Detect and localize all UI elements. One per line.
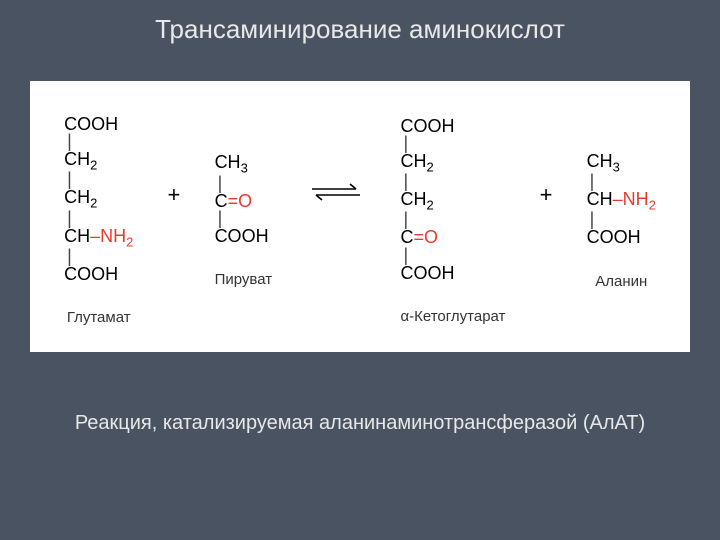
slide-caption: Реакция, катализируемая аланинаминотранс…: [0, 412, 720, 435]
bond: |: [400, 251, 408, 260]
mol-line: COOH: [400, 113, 454, 139]
bond: |: [400, 139, 408, 148]
plus-operator: +: [168, 182, 181, 208]
bond: |: [400, 177, 408, 186]
equilibrium-arrow-icon: [308, 180, 364, 209]
bond: |: [587, 177, 595, 186]
molecule-name: Аланин: [595, 273, 647, 290]
mol-line: CH–NH2: [587, 186, 656, 215]
bond: |: [64, 175, 72, 184]
molecule-pyruvate: CH3 | C=O | COOH Пируват: [215, 149, 273, 288]
mol-line: COOH: [64, 261, 118, 287]
molecule-name: Глутамат: [67, 309, 131, 326]
bond: |: [400, 215, 408, 224]
reaction-panel: COOH | CH2 | CH2 | CH–NH2 | COOH Глутама…: [30, 81, 690, 352]
mol-line: COOH: [400, 260, 454, 286]
mol-line: COOH: [587, 224, 641, 250]
mol-line: COOH: [64, 111, 118, 137]
bond: |: [64, 252, 72, 261]
bond: |: [64, 214, 72, 223]
bond: |: [587, 215, 595, 224]
molecule-ketoglutarate: COOH | CH2 | CH2 | C=O | COOH α-Кетоглут…: [400, 113, 505, 325]
slide-title: Трансаминирование аминокислот: [0, 0, 720, 45]
molecule-name: α-Кетоглутарат: [400, 308, 505, 325]
molecule-name: Пируват: [215, 271, 273, 288]
bond: |: [64, 137, 72, 146]
plus-operator: +: [540, 182, 553, 208]
bond: |: [215, 179, 223, 188]
molecule-glutamate: COOH | CH2 | CH2 | CH–NH2 | COOH Глутама…: [64, 111, 133, 326]
mol-line: COOH: [215, 223, 269, 249]
molecule-alanine: CH3 | CH–NH2 | COOH Аланин: [587, 148, 656, 290]
bond: |: [215, 214, 223, 223]
mol-line: CH–NH2: [64, 223, 133, 252]
